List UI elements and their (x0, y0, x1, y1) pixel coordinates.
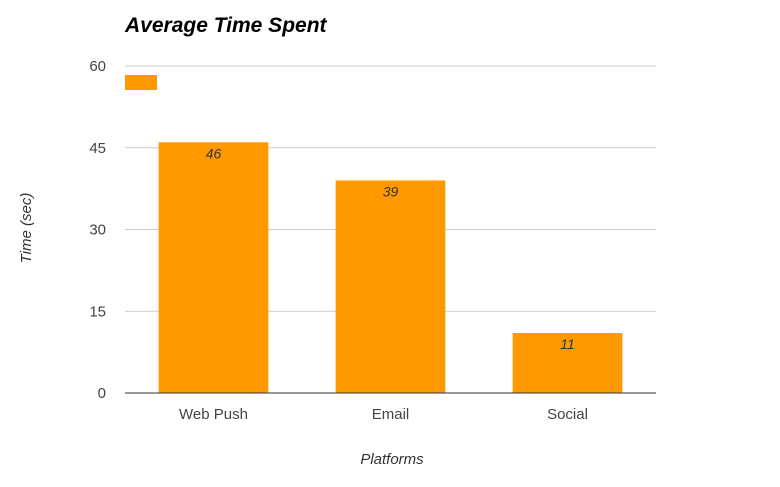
y-tick-label: 45 (89, 140, 106, 157)
bar (512, 333, 623, 393)
y-tick-label: 15 (89, 303, 106, 320)
y-tick-label: 60 (89, 58, 106, 75)
y-axis-ticks: 0 15 30 45 60 (89, 58, 106, 402)
x-tick-label: Social (547, 406, 588, 423)
bar-value-label: 39 (383, 183, 399, 199)
legend-swatch (125, 75, 157, 90)
x-tick-label: Email (372, 406, 410, 423)
chart-title: Average Time Spent (124, 14, 328, 37)
data-labels: 46 39 11 (206, 145, 575, 352)
y-axis-title: Time (sec) (18, 193, 35, 264)
x-axis-ticks: Web Push Email Social (179, 406, 588, 423)
bar-value-label: 11 (560, 336, 575, 352)
bar (158, 142, 269, 393)
bar (335, 180, 446, 393)
bars (158, 142, 623, 393)
x-tick-label: Web Push (179, 406, 248, 423)
bar-value-label: 46 (206, 145, 222, 161)
x-axis-title: Platforms (360, 451, 424, 468)
y-tick-label: 30 (89, 222, 106, 239)
y-tick-label: 0 (98, 385, 106, 402)
